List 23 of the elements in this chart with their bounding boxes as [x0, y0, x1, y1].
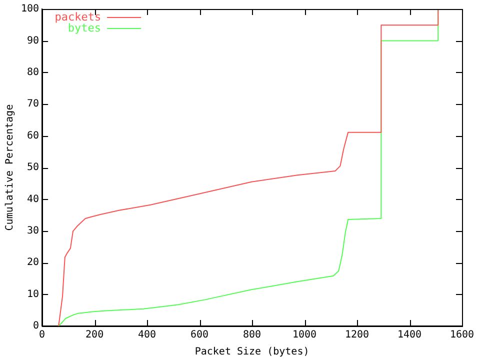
y-tick-label: 20 — [27, 257, 40, 268]
y-tick-label: 70 — [27, 98, 40, 110]
x-tick-label: 800 — [243, 330, 262, 341]
y-tick-label: 100 — [21, 4, 40, 15]
y-tick-label: 40 — [27, 194, 40, 205]
x-tick-label: 1400 — [397, 330, 422, 341]
y-tick-label: 90 — [27, 35, 40, 46]
x-axis-title: Packet Size (bytes) — [194, 346, 310, 358]
y-tick-label: 80 — [27, 66, 40, 78]
x-tick-label: 400 — [138, 330, 156, 341]
legend-label: packets — [54, 10, 102, 24]
x-tick-label: 1000 — [292, 330, 317, 341]
x-tick-label: 600 — [190, 330, 209, 341]
x-tick-label: 1200 — [344, 330, 370, 341]
y-tick-label: 30 — [27, 225, 40, 236]
y-tick-label: 0 — [33, 320, 40, 332]
y-tick-label: 60 — [27, 130, 40, 142]
y-tick-label: 10 — [27, 288, 40, 300]
x-tick-label: 1600 — [450, 330, 474, 341]
y-axis-title: Cumulative Percentage — [4, 104, 16, 231]
y-tick-label: 50 — [27, 162, 40, 174]
legend-label: bytes — [68, 21, 102, 34]
x-tick-label: 200 — [86, 330, 104, 341]
